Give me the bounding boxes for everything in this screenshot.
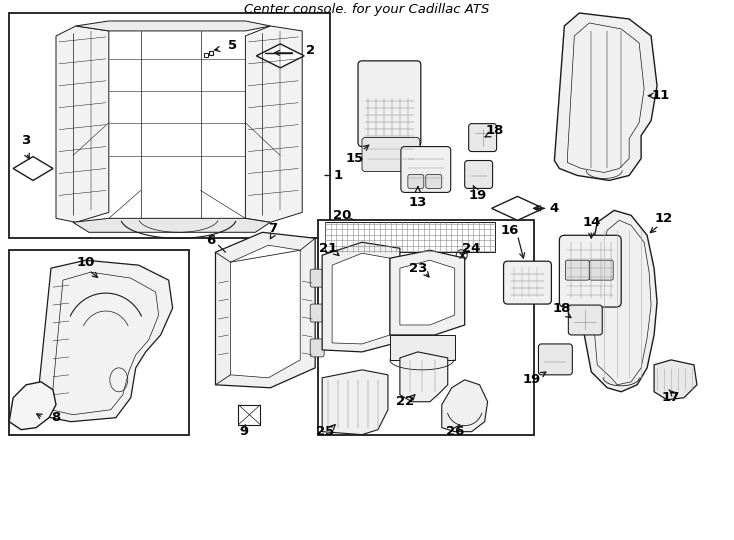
FancyBboxPatch shape	[358, 61, 421, 146]
Polygon shape	[230, 245, 300, 378]
Text: 3: 3	[21, 134, 31, 147]
FancyBboxPatch shape	[310, 339, 324, 357]
Text: Center console. for your Cadillac ATS: Center console. for your Cadillac ATS	[244, 3, 490, 16]
Bar	[325, 222, 495, 252]
Text: 4: 4	[550, 202, 559, 215]
FancyBboxPatch shape	[589, 260, 613, 280]
Bar	[9, 250, 189, 435]
Polygon shape	[9, 382, 56, 430]
FancyBboxPatch shape	[310, 269, 324, 287]
Text: 20: 20	[333, 209, 352, 222]
Polygon shape	[654, 360, 697, 400]
FancyBboxPatch shape	[401, 146, 451, 192]
Text: 5: 5	[228, 39, 237, 52]
Polygon shape	[400, 352, 448, 402]
Text: 14: 14	[582, 216, 600, 229]
Polygon shape	[36, 260, 172, 422]
FancyBboxPatch shape	[362, 138, 420, 172]
Text: 12: 12	[655, 212, 673, 225]
Polygon shape	[554, 13, 657, 180]
FancyBboxPatch shape	[469, 124, 497, 152]
Text: 19: 19	[468, 189, 487, 202]
Polygon shape	[76, 21, 270, 31]
Text: 6: 6	[206, 234, 215, 247]
Text: 8: 8	[51, 411, 61, 424]
Polygon shape	[56, 26, 109, 222]
FancyBboxPatch shape	[539, 344, 573, 375]
Bar	[318, 220, 534, 435]
Text: 15: 15	[346, 152, 364, 165]
FancyBboxPatch shape	[426, 174, 442, 188]
Text: 16: 16	[501, 224, 519, 237]
FancyBboxPatch shape	[408, 174, 424, 188]
Text: 22: 22	[396, 395, 414, 408]
FancyBboxPatch shape	[310, 304, 324, 322]
Text: 23: 23	[409, 262, 427, 275]
Polygon shape	[584, 211, 657, 392]
Text: 26: 26	[446, 425, 464, 438]
Text: 21: 21	[319, 242, 337, 255]
Text: 24: 24	[462, 242, 481, 255]
Text: 10: 10	[77, 256, 95, 269]
Text: 17: 17	[662, 392, 680, 404]
Polygon shape	[390, 250, 465, 335]
Polygon shape	[442, 380, 487, 431]
Text: 2: 2	[305, 44, 315, 57]
FancyBboxPatch shape	[565, 260, 589, 280]
FancyBboxPatch shape	[504, 261, 551, 304]
Polygon shape	[256, 44, 304, 68]
Bar	[239, 405, 261, 424]
Polygon shape	[322, 242, 400, 352]
FancyBboxPatch shape	[559, 235, 621, 307]
Polygon shape	[216, 232, 315, 388]
FancyBboxPatch shape	[568, 305, 602, 335]
Text: 7: 7	[268, 222, 277, 235]
Polygon shape	[400, 260, 455, 325]
Polygon shape	[245, 26, 302, 222]
Text: 11: 11	[652, 89, 670, 102]
Polygon shape	[322, 370, 388, 435]
FancyBboxPatch shape	[465, 160, 493, 188]
Polygon shape	[13, 157, 53, 180]
Bar	[9, 13, 330, 238]
Text: 25: 25	[316, 425, 334, 438]
Polygon shape	[73, 218, 270, 232]
Polygon shape	[492, 197, 543, 220]
Text: 18: 18	[552, 301, 570, 314]
Text: 18: 18	[485, 124, 504, 137]
Text: 13: 13	[409, 196, 427, 209]
Text: 1: 1	[333, 169, 343, 182]
Polygon shape	[332, 253, 390, 344]
Polygon shape	[390, 335, 455, 360]
Text: 9: 9	[240, 425, 249, 438]
Text: 19: 19	[523, 373, 541, 386]
